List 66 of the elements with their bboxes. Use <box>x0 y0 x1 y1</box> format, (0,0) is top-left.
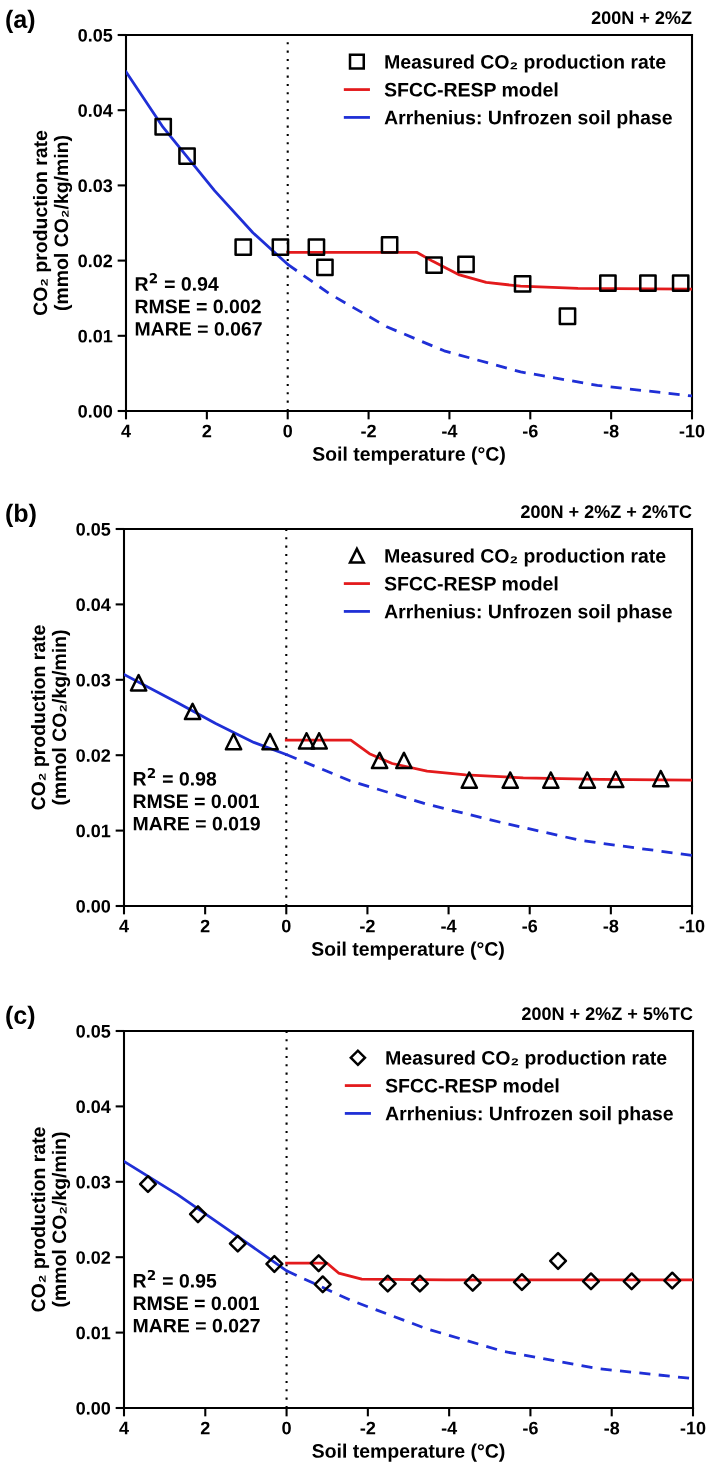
x-tick-label: -6 <box>522 919 538 933</box>
y-tick-label: 0.00 <box>76 1401 111 1415</box>
legend-label: Measured CO₂ production rate <box>386 1050 667 1069</box>
y-axis-title: CO₂ production rate (mmol CO₂/kg/min) <box>32 130 73 316</box>
x-tick-label: -10 <box>679 424 705 438</box>
y-tick-label: 0.05 <box>78 28 113 42</box>
legend-label: Arrhenius: Unfrozen soil phase <box>385 1106 673 1125</box>
x-tick-label: -2 <box>361 424 376 438</box>
x-tick-label: -10 <box>680 1421 706 1435</box>
chart-title: 200N + 2%Z <box>591 11 692 25</box>
x-tick-label: -4 <box>441 1421 458 1435</box>
y-tick-label: 0.01 <box>76 824 111 838</box>
x-tick-label: 2 <box>200 1421 210 1435</box>
y-tick-label: 0.02 <box>76 749 111 762</box>
y-tick-label: 0.01 <box>78 329 113 343</box>
legend-label: SFCC-RESP model <box>384 576 558 591</box>
legend-label: Arrhenius: Unfrozen soil phase <box>384 604 672 623</box>
legend-label: Arrhenius: Unfrozen soil phase <box>384 110 672 129</box>
x-tick-label: -4 <box>441 919 457 933</box>
x-tick-label: 4 <box>119 1421 129 1435</box>
y-tick-label: 0.02 <box>78 254 113 268</box>
legend-label: Measured CO₂ production rate <box>385 548 666 567</box>
y-tick-label: 0.03 <box>78 179 113 193</box>
x-tick-label: 0 <box>281 919 291 933</box>
legend-label: SFCC-RESP model <box>384 82 558 97</box>
y-tick-label: 0.00 <box>76 899 111 913</box>
x-tick-label: 4 <box>119 919 129 933</box>
legend-label: Measured CO₂ production rate <box>385 54 666 73</box>
y-axis-title: CO₂ production rate (mmol CO₂/kg/min) <box>30 625 71 810</box>
y-tick-label: 0.05 <box>76 522 111 536</box>
x-tick-label: -4 <box>442 424 458 438</box>
text: (a) <box>6 9 35 33</box>
x-tick-label: 2 <box>200 919 210 933</box>
x-axis-title: Soil temperature (°C) <box>312 1443 505 1462</box>
y-tick-label: 0.04 <box>78 104 113 117</box>
x-tick-label: 0 <box>282 1421 291 1435</box>
y-tick-label: 0.03 <box>76 673 111 687</box>
text: (b) <box>6 503 36 527</box>
y-axis-title: CO₂ production rate (mmol CO₂/kg/min) <box>30 1127 71 1312</box>
y-tick-label: 0.02 <box>76 1251 111 1264</box>
y-tick-label: 0.03 <box>76 1175 111 1189</box>
y-tick-label: 0.00 <box>78 404 113 418</box>
x-tick-label: -8 <box>603 424 619 438</box>
x-tick-label: -10 <box>679 919 705 933</box>
text: (c) <box>6 1005 35 1029</box>
x-tick-label: -8 <box>603 919 619 933</box>
x-axis-title: Soil temperature (°C) <box>312 446 505 465</box>
y-tick-label: 0.04 <box>76 598 111 612</box>
chart-title: 200N + 2%Z + 2%TC <box>521 505 692 519</box>
x-tick-label: 4 <box>121 424 131 438</box>
x-tick-label: -6 <box>522 424 538 438</box>
x-tick-label: 0 <box>283 424 292 438</box>
annotation: R$^{2}$ = 0.94 RMSE = 0.002 MARE = 0.067 <box>135 273 262 336</box>
legend-label: SFCC-RESP model <box>385 1078 559 1093</box>
chart-title: 200N + 2%Z + 5%TC <box>522 1007 693 1021</box>
x-tick-label: -6 <box>523 1421 538 1435</box>
x-tick-label: -2 <box>360 919 375 933</box>
annotation: R$^{2}$ = 0.95 RMSE = 0.001 MARE = 0.027 <box>133 1269 260 1333</box>
y-tick-label: 0.04 <box>76 1100 111 1114</box>
y-tick-label: 0.05 <box>76 1024 111 1038</box>
y-tick-label: 0.01 <box>76 1326 111 1340</box>
x-axis-title: Soil temperature (°C) <box>311 941 504 960</box>
x-tick-label: -8 <box>604 1421 620 1435</box>
annotation: R$^{2}$ = 0.98 RMSE = 0.001 MARE = 0.019 <box>133 767 260 831</box>
x-tick-label: 2 <box>202 424 212 438</box>
x-tick-label: -2 <box>360 1421 376 1435</box>
